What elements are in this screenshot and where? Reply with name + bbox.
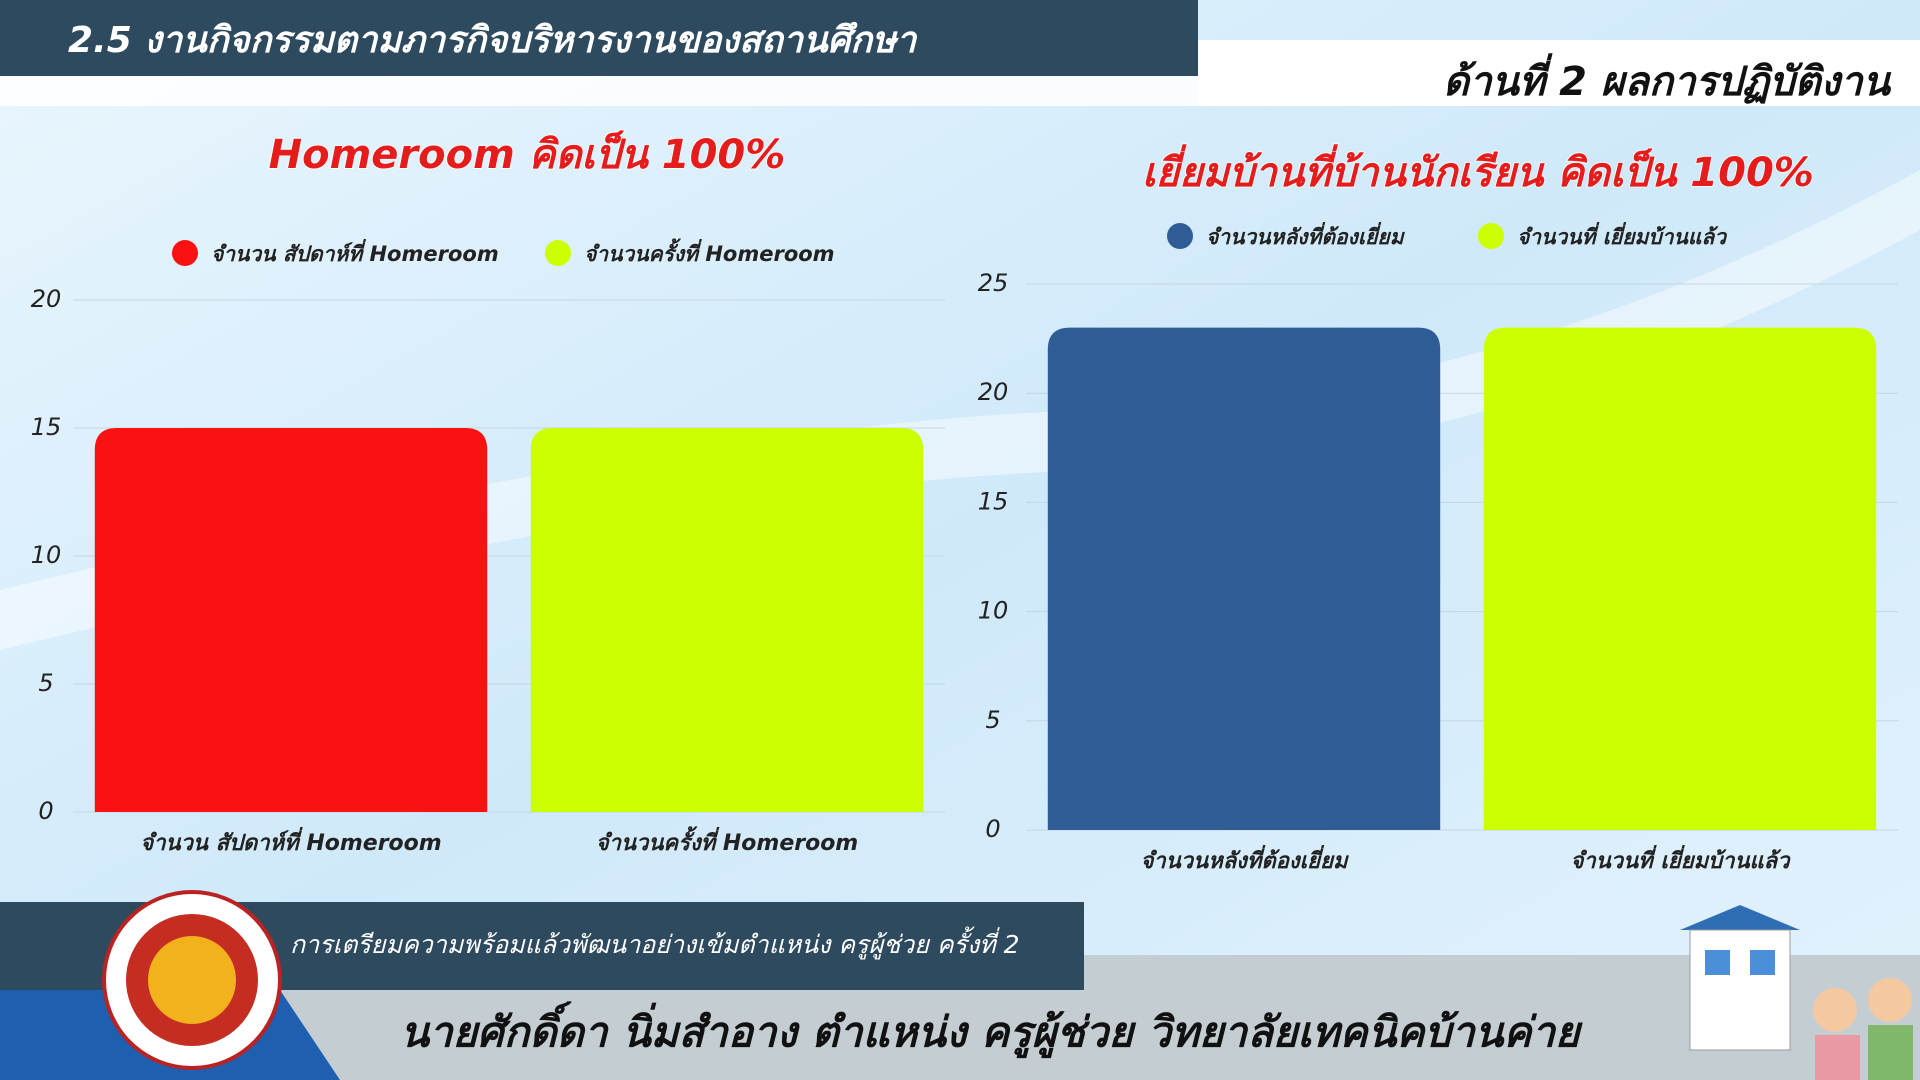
legend-marker xyxy=(172,240,198,266)
legend-label: จำนวนที่ เยี่ยมบ้านแล้ว xyxy=(1517,222,1728,249)
y-tick-label: 10 xyxy=(31,541,62,569)
y-tick-label: 15 xyxy=(978,487,1009,515)
chart-title: เยี่ยมบ้านที่บ้านนักเรียน คิดเป็น 100% xyxy=(1142,144,1814,196)
y-tick-label: 15 xyxy=(31,413,62,441)
header-bar xyxy=(0,0,1198,76)
bar xyxy=(94,428,488,812)
bar xyxy=(1047,327,1441,830)
header-right-box xyxy=(1198,40,1920,106)
legend-marker xyxy=(1478,223,1504,249)
y-tick-label: 10 xyxy=(978,597,1009,625)
legend-marker xyxy=(1167,223,1193,249)
bar xyxy=(530,428,924,812)
x-tick-label: จำนวนหลังที่ต้องเยี่ยม xyxy=(1141,844,1349,874)
header-title: 2.5 งานกิจกรรมตามภารกิจบริหารงานของสถานศ… xyxy=(68,20,918,61)
logo xyxy=(102,890,282,1070)
x-tick-label: จำนวน สัปดาห์ที่ Homeroom xyxy=(140,826,441,856)
house-illustration xyxy=(1680,905,1913,1080)
x-tick-label: จำนวนครั้งที่ Homeroom xyxy=(596,826,859,856)
y-tick-label: 20 xyxy=(978,378,1009,406)
legend-label: จำนวนครั้งที่ Homeroom xyxy=(584,238,835,266)
bar xyxy=(1483,327,1877,830)
chart-title: Homeroom คิดเป็น 100% xyxy=(269,130,786,178)
y-tick-label: 25 xyxy=(978,269,1009,297)
legend-label: จำนวน สัปดาห์ที่ Homeroom xyxy=(211,239,499,266)
footer-name: นายศักดิ์ดา นิ่มสำอาง ตำแหน่ง ครูผู้ช่วย… xyxy=(400,1001,1583,1059)
y-tick-label: 5 xyxy=(985,706,1000,734)
legend-label: จำนวนหลังที่ต้องเยี่ยม xyxy=(1206,222,1406,249)
footer-program: การเตรียมความพร้อมแล้วพัฒนาอย่างเข้มตำแห… xyxy=(290,926,1020,960)
y-tick-label: 20 xyxy=(31,285,62,313)
legend-marker xyxy=(545,240,571,266)
y-tick-label: 0 xyxy=(38,797,53,825)
x-tick-label: จำนวนที่ เยี่ยมบ้านแล้ว xyxy=(1570,844,1791,874)
y-tick-label: 0 xyxy=(985,815,1000,843)
header-subtitle: ด้านที่ 2 ผลการปฏิบัติงาน xyxy=(1443,53,1892,105)
y-tick-label: 5 xyxy=(38,669,53,697)
